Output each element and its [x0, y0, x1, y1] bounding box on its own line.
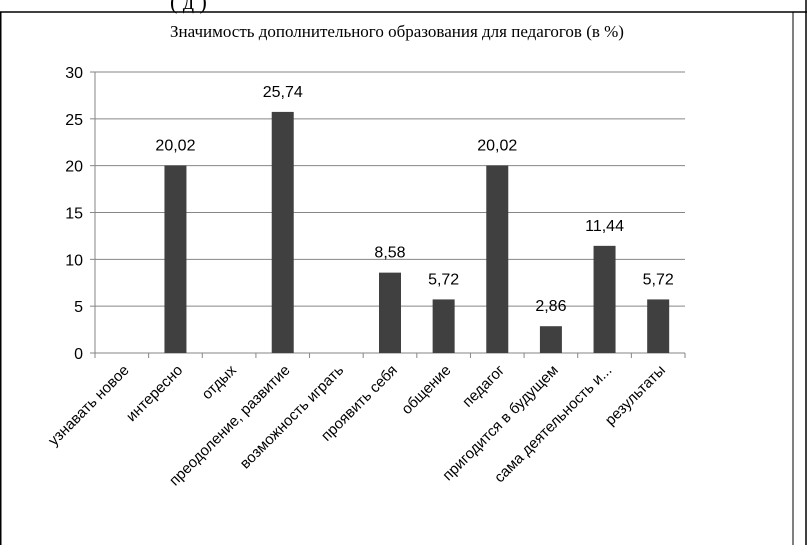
data-label-7: 20,02 [477, 137, 517, 154]
data-label-9: 11,44 [585, 218, 624, 235]
bar-1 [164, 165, 187, 353]
chart-title: Значимость дополнительного образования д… [170, 22, 624, 41]
data-label-6: 5,72 [428, 271, 459, 288]
bar-10 [647, 299, 670, 353]
clipped-header-text: ( д ) [170, 0, 207, 14]
category-label-2: отдых [199, 361, 241, 403]
bar-6 [432, 299, 455, 353]
bars [164, 111, 670, 353]
y-tick-label-0: 0 [74, 346, 83, 363]
bar-8 [539, 326, 562, 353]
y-tick-label-30: 30 [65, 65, 83, 82]
bar-7 [486, 165, 509, 353]
category-label-0: узнавать новое [45, 362, 133, 450]
bar-9 [593, 245, 616, 353]
data-label-10: 5,72 [643, 271, 674, 288]
category-label-6: общение [398, 362, 454, 418]
y-tick-label-20: 20 [65, 159, 83, 176]
y-tick-label-15: 15 [65, 206, 83, 223]
category-label-4: возможность играть [237, 362, 348, 473]
y-tick-label-5: 5 [74, 299, 83, 316]
data-label-1: 20,02 [155, 137, 195, 154]
y-tick-label-25: 25 [65, 112, 83, 129]
bar-3 [271, 111, 294, 353]
data-label-3: 25,74 [263, 84, 303, 101]
y-tick-label-10: 10 [65, 252, 83, 269]
category-label-7: педагог [459, 361, 508, 410]
data-label-5: 8,58 [374, 245, 405, 262]
data-labels: 20,02 25,74 8,58 5,72 20,02 2,86 11,44 5,72 [155, 84, 673, 315]
y-axis-ticks: 0 5 10 15 20 25 30 [65, 65, 95, 363]
data-label-8: 2,86 [535, 298, 566, 315]
bar-5 [379, 272, 401, 353]
category-label-1: интересно [123, 362, 186, 425]
